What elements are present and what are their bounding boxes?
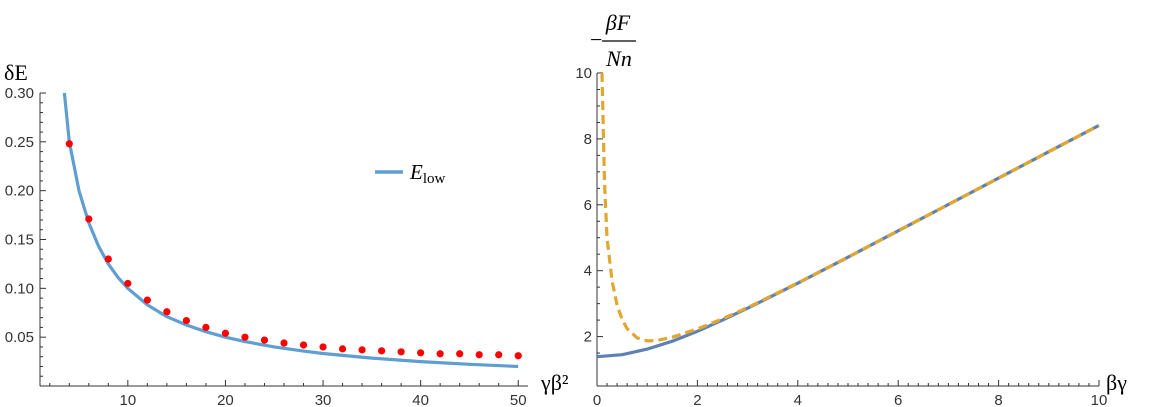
data-point xyxy=(475,351,483,359)
right-series xyxy=(596,72,1100,359)
right-x-tick-label: 6 xyxy=(894,392,902,407)
data-point xyxy=(436,350,444,358)
y-label-numerator: βF xyxy=(605,10,631,35)
data-point xyxy=(378,347,386,355)
y-label-sign: − xyxy=(590,27,602,52)
left-x-tick-label: 20 xyxy=(217,392,234,407)
left-x-tick-label: 30 xyxy=(315,392,332,407)
left-y-axis-label: δE xyxy=(4,60,28,85)
right-x-tick-label: 4 xyxy=(794,392,802,407)
y-label-denominator: Nn xyxy=(605,46,632,71)
dashed-orange-curve xyxy=(600,72,1100,343)
right-x-tick-label: 8 xyxy=(994,392,1002,407)
right-y-tick-label: 8 xyxy=(584,131,592,148)
data-point xyxy=(417,349,425,357)
data-point xyxy=(260,336,269,344)
data-point xyxy=(124,279,132,288)
data-point xyxy=(358,346,366,354)
right-x-tick-label: 2 xyxy=(693,392,701,407)
data-point xyxy=(319,343,327,351)
left-x-tick-label: 50 xyxy=(510,392,527,407)
right-y-axis-label: − βF Nn xyxy=(590,10,636,71)
left-x-tick-label: 10 xyxy=(119,392,136,407)
data-point xyxy=(280,339,288,347)
data-point xyxy=(182,316,190,325)
legend-label: Elow xyxy=(409,160,445,187)
data-point xyxy=(202,323,210,331)
data-point xyxy=(299,341,308,349)
data-point xyxy=(456,350,464,358)
right-x-axis-label: βγ xyxy=(1106,370,1127,395)
solid-blue-curve xyxy=(596,123,1100,359)
right-ticks: 0 2 4 6 8 10 2 4 6 8 10 xyxy=(575,65,1107,407)
right-y-tick-label: 6 xyxy=(584,197,592,214)
data-point xyxy=(495,351,503,359)
data-point xyxy=(397,348,405,356)
left-series xyxy=(62,92,522,369)
data-point xyxy=(143,296,151,304)
data-point xyxy=(241,333,249,341)
data-point xyxy=(163,308,171,316)
right-y-tick-label: 4 xyxy=(584,263,592,280)
data-point xyxy=(65,140,73,148)
left-y-tick-label: 0.25 xyxy=(5,134,34,151)
legend: Elow xyxy=(375,160,445,187)
right-y-tick-label: 2 xyxy=(584,329,592,346)
right-x-tick-label: 0 xyxy=(593,392,601,407)
right-x-tick-label: 10 xyxy=(1091,392,1108,407)
left-x-axis-label: γβ² xyxy=(540,370,569,395)
data-point xyxy=(104,255,112,263)
delta-e-chart: 10 20 30 40 50 0.05 0.10 0.15 0.20 0.25 0.30 δE γβ… xyxy=(4,60,569,407)
left-y-tick-label: 0.30 xyxy=(5,85,34,102)
left-y-tick-label: 0.15 xyxy=(5,232,34,249)
data-point xyxy=(338,345,347,353)
left-ticks: 10 20 30 40 50 0.05 0.10 0.15 0.20 0.25 0.30 xyxy=(5,85,527,407)
data-point xyxy=(85,215,93,223)
free-energy-chart: 0 2 4 6 8 10 2 4 6 8 10 − βF Nn βγ xyxy=(575,10,1127,407)
left-y-tick-label: 0.05 xyxy=(5,329,34,346)
e-low-curve xyxy=(62,92,519,369)
data-point xyxy=(221,329,230,337)
left-y-tick-label: 0.10 xyxy=(5,280,34,297)
right-y-tick-label: 10 xyxy=(575,65,592,82)
left-y-tick-label: 0.20 xyxy=(5,183,34,200)
left-x-tick-label: 40 xyxy=(412,392,429,407)
data-point xyxy=(514,352,522,360)
right-axes xyxy=(596,73,1099,387)
